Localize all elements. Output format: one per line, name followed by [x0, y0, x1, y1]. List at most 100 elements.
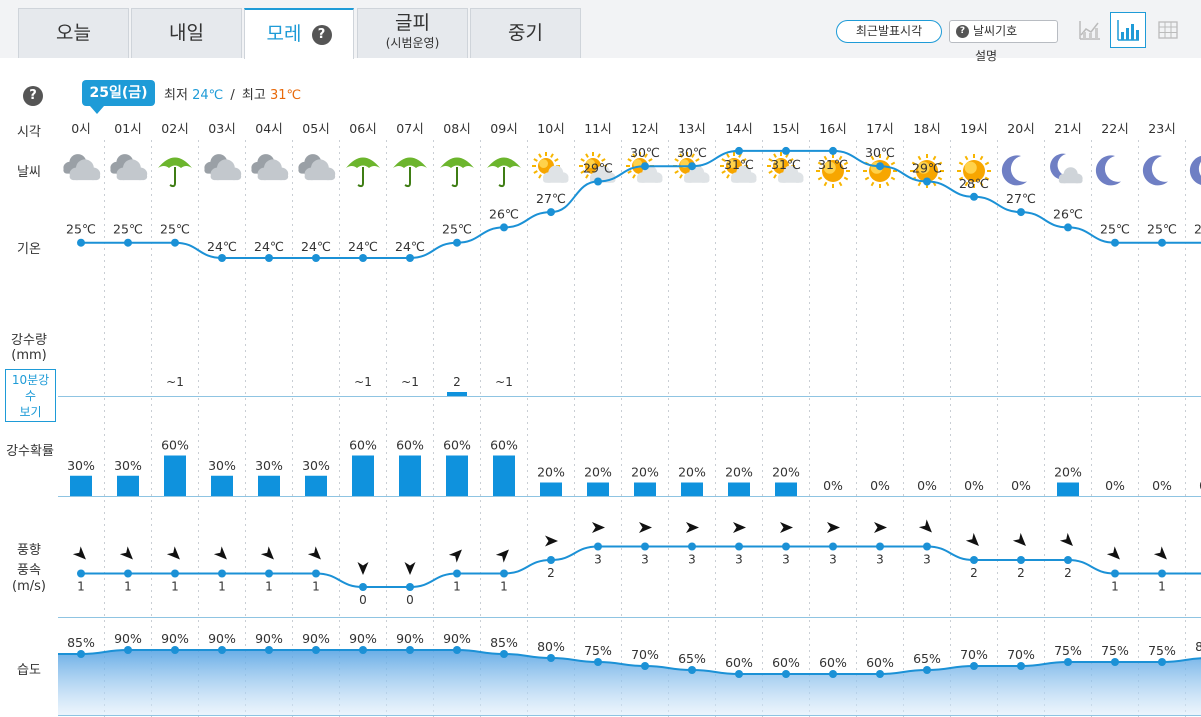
wind-arrow-head	[357, 562, 369, 575]
hour-label: 16시	[819, 121, 846, 136]
row-label-time: 시각	[17, 125, 41, 140]
probability-unit: %	[553, 465, 565, 480]
wind-arrow-icon	[1012, 532, 1026, 546]
humidity-point	[453, 646, 461, 654]
rainfall-bar	[447, 392, 467, 396]
hour-label: 12시	[631, 121, 658, 136]
temperature-unit: ℃	[1163, 222, 1177, 237]
sun-ray	[843, 161, 849, 166]
probability-label: 0%	[1105, 478, 1125, 493]
moon-icon	[1189, 156, 1201, 185]
humidity-unit: %	[929, 651, 941, 666]
probability-label: 60%	[443, 438, 471, 453]
humidity-unit: %	[177, 631, 189, 646]
temperature-point	[641, 162, 649, 171]
wind-arrow-head	[827, 522, 840, 533]
humidity-value: 90	[161, 631, 177, 646]
sun-ray	[644, 153, 648, 158]
humidity-value: 65	[678, 651, 694, 666]
recent-release-time-button[interactable]: 최근발표시각	[836, 20, 942, 43]
temperature-point	[829, 146, 837, 155]
probability-unit: %	[1113, 478, 1125, 493]
umbrella-icon	[346, 157, 380, 188]
probability-value: 20	[725, 465, 741, 480]
hour-label: 03시	[208, 121, 235, 136]
probability-unit: %	[694, 465, 706, 480]
sun-ray	[601, 158, 606, 162]
help-icon[interactable]: ?	[23, 86, 43, 106]
tab-day-after-tomorrow[interactable]: 모레 ?	[244, 8, 354, 59]
temperature-label: 25℃	[1194, 222, 1201, 237]
humidity-unit: %	[412, 631, 424, 646]
wind-arrow-head	[780, 522, 793, 533]
wind-arrow-head	[260, 546, 274, 560]
sun-ray	[773, 153, 777, 158]
help-icon[interactable]: ?	[311, 24, 332, 45]
humidity-unit: %	[271, 631, 283, 646]
hour-label: 02시	[161, 121, 188, 136]
probability-bar	[305, 475, 327, 496]
sun-highlight	[727, 159, 736, 169]
humidity-label: 60%	[819, 655, 847, 670]
wind-arrow-icon	[1106, 546, 1120, 560]
sun-ray	[632, 174, 636, 179]
probability-unit: %	[318, 458, 330, 473]
ten-minute-rain-button[interactable]: 10분강 수 보기	[5, 369, 56, 422]
bar-chart-view-icon[interactable]	[1110, 12, 1146, 48]
table-view-icon[interactable]	[1150, 12, 1186, 48]
probability-unit: %	[1160, 478, 1172, 493]
tab-3-days-later[interactable]: 글피 (시범운영)	[357, 8, 468, 58]
humidity-point	[171, 646, 179, 654]
humidity-unit: %	[741, 655, 753, 670]
sun-highlight	[774, 159, 783, 169]
probability-value: 20	[772, 465, 788, 480]
sun-ray	[984, 176, 990, 181]
temperature-point	[1017, 208, 1025, 217]
probability-value: 60	[443, 438, 459, 453]
humidity-area	[58, 649, 1201, 715]
wind-speed-point	[359, 583, 367, 591]
moon-shape	[1001, 155, 1027, 186]
humidity-point	[641, 662, 649, 670]
rain-baseline	[58, 396, 1201, 397]
sun-ray	[843, 176, 849, 181]
sun-highlight	[823, 161, 836, 174]
temperature-point	[923, 177, 931, 186]
wind-speed-point	[265, 569, 273, 578]
humidity-label: 85%	[67, 635, 95, 650]
probability-value: 30	[302, 458, 318, 473]
sun-ray	[632, 153, 636, 158]
tab-mid-term[interactable]: 중기	[470, 8, 581, 58]
umbrella-icon	[158, 157, 192, 188]
temperature-point	[453, 238, 461, 247]
wind-speed-label: 1	[1158, 580, 1166, 594]
wind-arrow-icon	[495, 549, 509, 563]
temperature-unit: ℃	[787, 157, 801, 172]
temperature-unit: ℃	[693, 145, 707, 160]
weather-symbol-legend-button[interactable]: ? 날씨기호	[949, 20, 1058, 43]
wind-speed-label: 2	[1064, 566, 1072, 580]
humidity-value: 80	[1195, 639, 1201, 654]
line-chart-view-icon[interactable]	[1072, 12, 1108, 48]
wind-speed-label: 3	[829, 553, 837, 567]
temperature-point	[312, 254, 320, 262]
moon-icon	[1095, 155, 1121, 186]
tab-today[interactable]: 오늘	[18, 8, 129, 58]
tab-label: 중기	[508, 22, 543, 44]
sun-ray	[917, 155, 922, 161]
sun-ray	[674, 170, 679, 174]
partly-cloudy-icon	[626, 152, 663, 183]
wind-arrow-icon	[119, 546, 133, 560]
sun-ray	[984, 161, 990, 166]
probability-label: 20%	[631, 465, 659, 480]
cloud-part	[304, 172, 336, 181]
temperature-point	[782, 146, 790, 155]
sun-ray	[917, 181, 922, 187]
min-label: 최저	[164, 88, 188, 103]
probability-label: 0%	[1199, 478, 1201, 493]
tab-tomorrow[interactable]: 내일	[131, 8, 242, 58]
sun-highlight	[917, 161, 930, 174]
humidity-point	[124, 646, 132, 654]
wind-arrow-head	[733, 522, 746, 533]
wind-speed-point	[77, 569, 85, 578]
